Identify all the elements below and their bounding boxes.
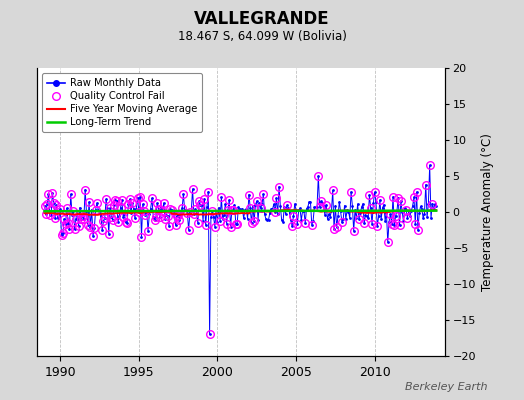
Text: Berkeley Earth: Berkeley Earth (405, 382, 487, 392)
Y-axis label: Temperature Anomaly (°C): Temperature Anomaly (°C) (482, 133, 495, 291)
Legend: Raw Monthly Data, Quality Control Fail, Five Year Moving Average, Long-Term Tren: Raw Monthly Data, Quality Control Fail, … (42, 73, 202, 132)
Text: VALLEGRANDE: VALLEGRANDE (194, 10, 330, 28)
Text: 18.467 S, 64.099 W (Bolivia): 18.467 S, 64.099 W (Bolivia) (178, 30, 346, 43)
